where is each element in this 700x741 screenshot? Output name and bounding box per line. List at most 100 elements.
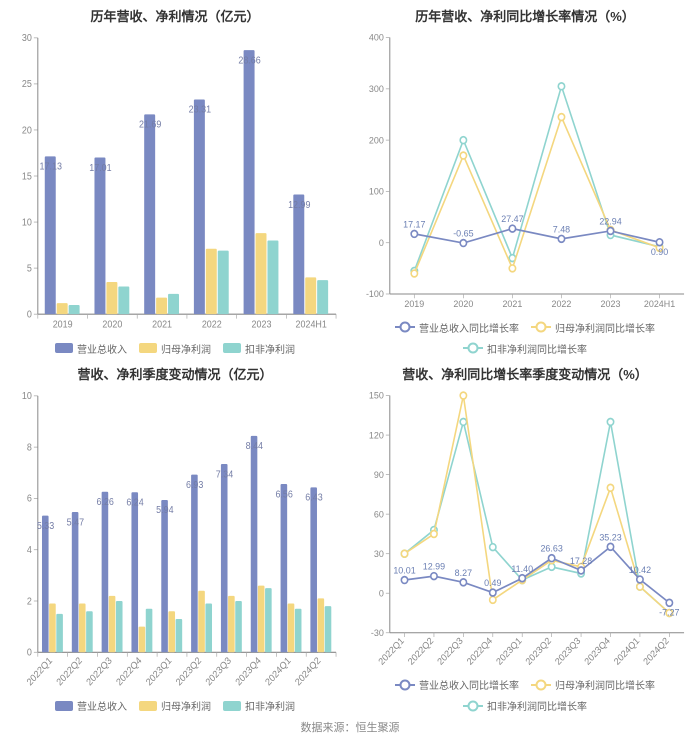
svg-text:2024Q1: 2024Q1 — [263, 655, 293, 688]
svg-text:0: 0 — [27, 647, 32, 659]
svg-text:8.27: 8.27 — [455, 567, 472, 577]
svg-text:2: 2 — [27, 595, 32, 607]
svg-text:7.48: 7.48 — [553, 224, 570, 234]
legend-item: 扣非净利润同比增长率 — [463, 698, 587, 713]
svg-text:30: 30 — [374, 548, 384, 558]
svg-text:6.56: 6.56 — [275, 488, 292, 500]
legend-label: 归母净利润 — [161, 698, 211, 713]
svg-text:2021: 2021 — [152, 319, 172, 331]
svg-text:2022: 2022 — [202, 319, 222, 331]
svg-text:2024Q2: 2024Q2 — [641, 635, 670, 666]
svg-text:2023Q4: 2023Q4 — [583, 635, 612, 666]
svg-text:5: 5 — [27, 263, 32, 275]
svg-text:400: 400 — [369, 32, 384, 42]
svg-text:2023Q4: 2023Q4 — [234, 655, 264, 688]
legend-bar: 营业总收入 归母净利润 扣非净利润 — [6, 698, 344, 713]
legend-swatch — [463, 705, 483, 707]
svg-text:11.40: 11.40 — [511, 563, 533, 573]
legend-item: 营业总收入同比增长率 — [395, 320, 519, 335]
legend-label: 扣非净利润同比增长率 — [487, 698, 587, 713]
svg-text:25: 25 — [22, 79, 32, 91]
chart-body: -100010020030040020192020202120222023202… — [356, 29, 694, 318]
legend-item: 归母净利润同比增长率 — [531, 677, 655, 692]
svg-text:-7.27: -7.27 — [659, 607, 679, 617]
legend-item: 营业总收入同比增长率 — [395, 677, 519, 692]
svg-text:2023: 2023 — [601, 299, 621, 309]
panel-annual-line: 历年营收、净利同比增长率情况（%） -100010020030040020192… — [350, 0, 700, 358]
svg-text:120: 120 — [369, 430, 384, 440]
legend-label: 营业总收入同比增长率 — [419, 677, 519, 692]
legend-swatch — [223, 701, 241, 711]
svg-text:300: 300 — [369, 84, 384, 94]
svg-text:2023Q3: 2023Q3 — [204, 655, 234, 688]
legend-swatch — [395, 684, 415, 686]
chart-title: 营收、净利季度变动情况（亿元） — [6, 364, 344, 383]
legend-label: 归母净利润 — [161, 341, 211, 356]
panel-quarterly-line: 营收、净利同比增长率季度变动情况（%） -3003060901201502022… — [350, 358, 700, 716]
svg-text:7.34: 7.34 — [216, 468, 233, 480]
svg-text:0.49: 0.49 — [484, 577, 501, 587]
svg-text:17.13: 17.13 — [40, 161, 62, 173]
legend-label: 扣非净利润 — [245, 341, 295, 356]
legend-swatch — [139, 343, 157, 353]
chart-body: -3003060901201502022Q12022Q22022Q32022Q4… — [356, 387, 694, 676]
legend-item: 扣非净利润同比增长率 — [463, 341, 587, 356]
svg-text:5.47: 5.47 — [67, 516, 84, 528]
legend-item: 归母净利润 — [139, 698, 211, 713]
svg-text:26.63: 26.63 — [540, 543, 562, 553]
svg-text:2023Q1: 2023Q1 — [144, 655, 174, 688]
legend-label: 归母净利润同比增长率 — [555, 677, 655, 692]
legend-swatch — [139, 701, 157, 711]
svg-text:2022Q2: 2022Q2 — [406, 635, 435, 666]
legend-item: 营业总收入 — [55, 341, 127, 356]
svg-text:10.42: 10.42 — [629, 564, 651, 574]
svg-text:21.69: 21.69 — [139, 119, 161, 131]
legend-swatch — [531, 326, 551, 328]
svg-text:2023Q2: 2023Q2 — [174, 655, 204, 688]
svg-text:6.24: 6.24 — [126, 497, 143, 509]
legend-item: 归母净利润 — [139, 341, 211, 356]
svg-text:100: 100 — [369, 186, 384, 196]
legend-swatch — [531, 684, 551, 686]
svg-text:15: 15 — [22, 171, 32, 183]
svg-text:17.17: 17.17 — [403, 219, 425, 229]
svg-text:-0.65: -0.65 — [453, 228, 473, 238]
svg-text:0: 0 — [27, 309, 32, 321]
svg-text:6: 6 — [27, 493, 32, 505]
svg-text:60: 60 — [374, 509, 384, 519]
svg-text:17.28: 17.28 — [570, 555, 592, 565]
svg-text:12.99: 12.99 — [288, 199, 310, 211]
svg-text:2023: 2023 — [252, 319, 272, 331]
svg-text:6.26: 6.26 — [97, 496, 114, 508]
svg-text:2023Q1: 2023Q1 — [494, 635, 523, 666]
legend-item: 扣非净利润 — [223, 341, 295, 356]
svg-text:2022: 2022 — [552, 299, 572, 309]
svg-text:10: 10 — [22, 390, 32, 402]
svg-text:-100: -100 — [366, 289, 384, 299]
svg-text:2019: 2019 — [53, 319, 73, 331]
data-source: 数据来源：恒生聚源 — [0, 715, 700, 741]
svg-text:2022Q4: 2022Q4 — [114, 655, 144, 688]
chart-title: 营收、净利同比增长率季度变动情况（%） — [356, 364, 694, 383]
legend-label: 扣非净利润 — [245, 698, 295, 713]
legend-bar: 营业总收入 归母净利润 扣非净利润 — [6, 341, 344, 356]
chart-grid: 历年营收、净利情况（亿元） 051015202530201917.1320201… — [0, 0, 700, 715]
legend-item: 归母净利润同比增长率 — [531, 320, 655, 335]
svg-text:2024H1: 2024H1 — [296, 319, 327, 331]
legend-swatch — [395, 326, 415, 328]
svg-text:2024Q2: 2024Q2 — [293, 655, 323, 688]
svg-text:2020: 2020 — [453, 299, 473, 309]
svg-text:2019: 2019 — [404, 299, 424, 309]
svg-text:2024Q1: 2024Q1 — [612, 635, 641, 666]
svg-text:20: 20 — [22, 125, 32, 137]
svg-text:8: 8 — [27, 442, 32, 454]
svg-text:22.94: 22.94 — [599, 216, 621, 226]
legend-item: 营业总收入 — [55, 698, 127, 713]
svg-text:2022Q1: 2022Q1 — [25, 655, 55, 688]
svg-text:2022Q1: 2022Q1 — [377, 635, 406, 666]
chart-body: 051015202530201917.13202017.01202121.692… — [6, 29, 344, 339]
svg-text:27.47: 27.47 — [501, 214, 523, 224]
legend-label: 营业总收入 — [77, 341, 127, 356]
svg-text:10: 10 — [22, 217, 32, 229]
chart-title: 历年营收、净利情况（亿元） — [6, 6, 344, 25]
